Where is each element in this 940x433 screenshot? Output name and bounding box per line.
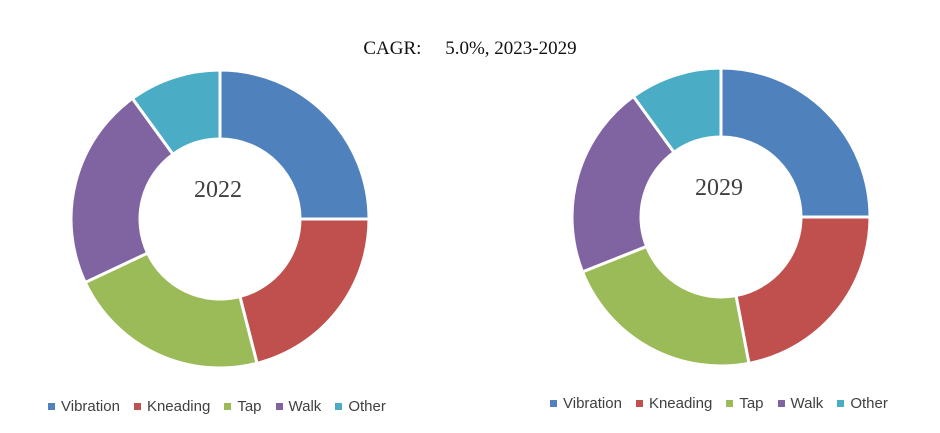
slice-2029-walk [570,94,676,274]
legend-item-vibration: Vibration [48,398,120,415]
slice-2029-other [631,66,723,154]
legend-swatch [335,403,343,410]
legend-label: Vibration [563,395,622,412]
legend-label: Walk [288,398,322,415]
legend-item-other: Other [335,398,386,415]
legend-swatch [550,400,557,407]
legend-swatch [48,403,55,410]
legend-label: Kneading [146,398,211,415]
slice-2022-walk [69,96,175,284]
legend-swatch [275,403,283,410]
legend-item-kneading: Kneading [133,398,211,415]
legend-swatch [224,403,232,410]
legend-label: Tap [739,395,764,412]
legend-2029: Vibration Kneading Tap Walk Other [550,395,888,412]
slice-2022-vibration [218,68,371,221]
title-cagr: 5.0%, 2023-2029 [445,38,577,59]
slice-2029-kneading [734,215,872,365]
legend-swatch [635,400,643,407]
legend-item-other: Other [837,395,888,412]
slice-2022-tap [83,251,259,370]
legend-item-tap: Tap [224,398,262,415]
legend-item-walk: Walk [275,398,322,415]
legend-label: Tap [237,398,262,415]
slice-2029-vibration [719,66,872,219]
legend-label: Walk [790,395,824,412]
slice-2029-tap [580,244,751,368]
legend-item-vibration: Vibration [550,395,622,412]
legend-2022: Vibration Kneading Tap Walk Other [48,398,386,415]
legend-swatch [777,400,785,407]
legend-item-tap: Tap [726,395,764,412]
center-label-2022: 2022 [194,177,242,203]
legend-swatch [133,403,141,410]
legend-label: Vibration [61,398,120,415]
legend-item-kneading: Kneading [635,395,713,412]
legend-swatch [726,400,734,407]
legend-swatch [837,400,845,407]
legend-label: Other [348,398,386,415]
chart-title: CAGR: 5.0%, 2023-2029 [0,38,940,60]
slice-2022-kneading [238,217,371,365]
legend-item-walk: Walk [777,395,824,412]
title-prefix: CAGR: [363,38,422,59]
slice-2022-other [130,68,222,156]
legend-label: Kneading [648,395,713,412]
center-label-2029: 2029 [695,175,743,201]
legend-label: Other [850,395,888,412]
